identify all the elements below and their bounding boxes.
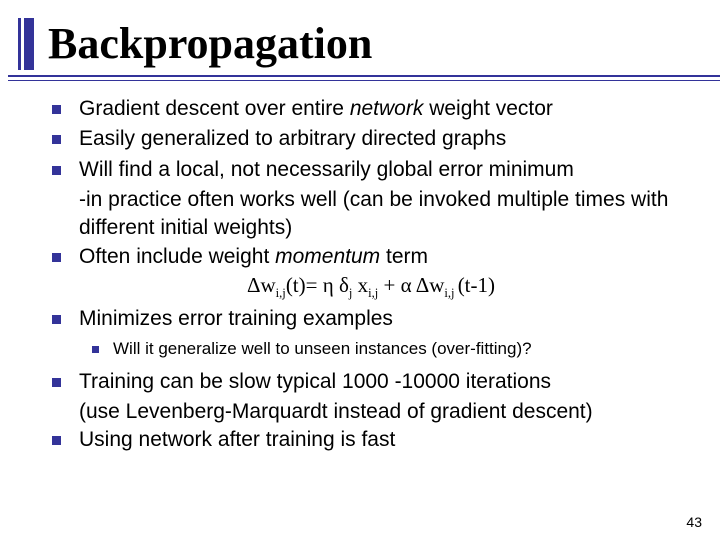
bullet-icon xyxy=(92,346,99,353)
text-italic: momentum xyxy=(275,245,380,268)
page-number: 43 xyxy=(686,514,702,530)
text-fragment: Gradient descent over entire xyxy=(79,97,350,120)
text-fragment: weight vector xyxy=(423,97,553,120)
sub-bullet-item-1: Will it generalize well to unseen instan… xyxy=(92,338,690,360)
title-accent-bar xyxy=(24,18,34,70)
formula-w: w xyxy=(260,273,275,297)
formula-sub: i,j xyxy=(444,286,457,300)
bullet-item-1: Gradient descent over entire network wei… xyxy=(52,95,690,123)
bullet-item-2: Easily generalized to arbitrary directed… xyxy=(52,125,690,153)
text-fragment: Often include weight xyxy=(79,245,275,268)
bullet-text-1: Gradient descent over entire network wei… xyxy=(79,95,553,123)
bullet-icon xyxy=(52,253,61,262)
bullet-item-3: Will find a local, not necessarily globa… xyxy=(52,156,690,184)
bullet-text-2: Easily generalized to arbitrary directed… xyxy=(79,125,506,153)
sub-bullet-text: Will it generalize well to unseen instan… xyxy=(113,338,532,360)
formula-part: (t)= η δ xyxy=(286,273,349,297)
formula-sub: i,j xyxy=(276,286,286,300)
bullet-text-3-cont: -in practice often works well (can be in… xyxy=(52,186,690,243)
bullet-text-5: Minimizes error training examples xyxy=(79,305,393,333)
bullet-text-3: Will find a local, not necessarily globa… xyxy=(79,156,574,184)
bullet-item-6: Training can be slow typical 1000 -10000… xyxy=(52,368,690,396)
bullet-icon xyxy=(52,166,61,175)
title-underline-thin xyxy=(8,80,720,81)
bullet-item-7: Using network after training is fast xyxy=(52,426,690,454)
formula-momentum: Δwi,j(t)= η δj xi,j + α Δwi,j (t-1) xyxy=(52,273,690,301)
formula-plus: + α xyxy=(378,273,415,297)
bullet-text-6-cont: (use Levenberg-Marquardt instead of grad… xyxy=(52,398,690,426)
content-area: Gradient descent over entire network wei… xyxy=(0,83,720,455)
formula-sub: i,j xyxy=(368,286,378,300)
bullet-text-4: Often include weight momentum term xyxy=(79,243,428,271)
formula-part: (t-1) xyxy=(458,273,495,297)
title-bar: Backpropagation xyxy=(0,0,720,83)
text-fragment: term xyxy=(380,245,428,268)
formula-x: x xyxy=(352,273,368,297)
slide-title: Backpropagation xyxy=(48,18,720,69)
formula-w: w xyxy=(429,273,444,297)
bullet-icon xyxy=(52,105,61,114)
bullet-icon xyxy=(52,315,61,324)
bullet-text-6: Training can be slow typical 1000 -10000… xyxy=(79,368,551,396)
sub-bullet-group: Will it generalize well to unseen instan… xyxy=(52,338,690,360)
text-italic: network xyxy=(350,97,424,120)
bullet-item-4: Often include weight momentum term xyxy=(52,243,690,271)
bullet-icon xyxy=(52,378,61,387)
formula-delta: Δ xyxy=(247,273,261,297)
bullet-icon xyxy=(52,436,61,445)
title-underline-thick xyxy=(8,75,720,77)
bullet-icon xyxy=(52,135,61,144)
bullet-item-5: Minimizes error training examples xyxy=(52,305,690,333)
bullet-text-7: Using network after training is fast xyxy=(79,426,395,454)
formula-delta: Δ xyxy=(416,273,430,297)
